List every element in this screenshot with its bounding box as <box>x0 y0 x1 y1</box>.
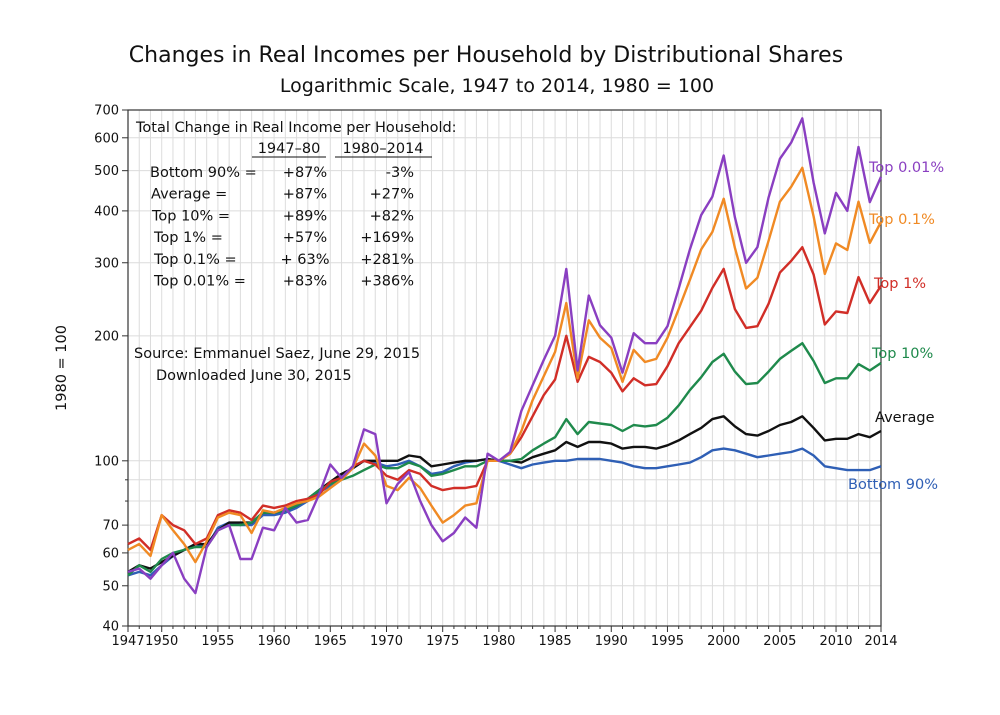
series-line-top-0-01 <box>127 117 883 595</box>
table-row-value-1947-80: +87% <box>283 165 327 181</box>
chart-subtitle: Logarithmic Scale, 1947 to 2014, 1980 = … <box>280 75 714 97</box>
series-label-bottom-90: Bottom 90% <box>848 477 938 493</box>
y-tick-label: 200 <box>94 329 119 344</box>
table-row-value-1980-2014: +386% <box>360 274 414 290</box>
series-line-top-0-1 <box>127 166 883 564</box>
x-tick-label: 2014 <box>864 634 897 649</box>
y-tick-label: 100 <box>94 454 119 469</box>
table-col1-header: 1947–80 <box>258 141 321 157</box>
table-row-label: Top 10% = <box>151 208 230 224</box>
x-tick-label: 1950 <box>145 634 178 649</box>
table-col2-header: 1980–2014 <box>342 141 423 157</box>
grid <box>128 109 881 626</box>
series-group <box>127 117 883 595</box>
table-row-value-1980-2014: +281% <box>360 252 414 268</box>
x-tick-label: 1975 <box>426 634 459 649</box>
x-tick-label: 1995 <box>651 634 684 649</box>
y-tick-label: 700 <box>94 104 119 119</box>
table-row-value-1947-80: +89% <box>283 208 327 224</box>
series-line-average <box>127 415 882 573</box>
x-tick-label: 2000 <box>707 634 740 649</box>
chart-title: Changes in Real Incomes per Household by… <box>129 43 843 68</box>
table-row-value-1947-80: + 63% <box>281 252 330 268</box>
table-row-value-1947-80: +87% <box>283 187 327 203</box>
series-label-top-10: Top 10% <box>871 346 933 362</box>
table-row-label: Top 0.01% = <box>153 274 246 290</box>
table-row-value-1980-2014: +82% <box>370 208 414 224</box>
series-label-average: Average <box>875 410 935 426</box>
x-tick-label: 1980 <box>482 634 515 649</box>
series-line-bottom-90 <box>127 447 882 577</box>
table-title: Total Change in Real Income per Househol… <box>135 120 457 136</box>
table-row-value-1947-80: +57% <box>283 230 327 246</box>
series-label-top-0-1: Top 0.1% <box>868 212 935 228</box>
source-line-1: Source: Emmanuel Saez, June 29, 2015 <box>134 346 420 362</box>
table-row-value-1980-2014: +169% <box>360 230 414 246</box>
x-tick-label: 1990 <box>595 634 628 649</box>
y-tick-label: 600 <box>94 131 119 146</box>
y-tick-label: 400 <box>94 204 119 219</box>
y-axis-label: 1980 = 100 <box>54 325 70 411</box>
y-tick-label: 70 <box>102 519 119 534</box>
summary-table: Total Change in Real Income per Househol… <box>134 120 457 384</box>
table-rows: Bottom 90% = +87% -3% Average = +87% +27% Top … <box>150 165 414 290</box>
series-labels: Bottom 90% Average Top 10% Top 1% Top 0.1% To… <box>848 160 944 493</box>
y-tick-label: 500 <box>94 164 119 179</box>
x-tick-label: 1985 <box>539 634 572 649</box>
y-tick-label: 50 <box>102 579 119 594</box>
series-label-top-0-01: Top 0.01% <box>868 160 944 176</box>
x-tick-label: 2005 <box>763 634 796 649</box>
axes: 1947 1950 1955 1960 1965 1970 1975 1980 1985 1990… <box>94 104 897 650</box>
table-row-label: Bottom 90% = <box>150 165 257 181</box>
table-row-value-1980-2014: -3% <box>386 165 414 181</box>
series-label-top-1: Top 1% <box>873 276 926 292</box>
series-line-top-10 <box>127 342 882 577</box>
table-row-value-1947-80: +83% <box>283 274 327 290</box>
x-tick-label: 1970 <box>370 634 403 649</box>
plot-frame <box>127 109 882 627</box>
series-line-top-1 <box>127 245 883 552</box>
x-tick-label: 1955 <box>201 634 234 649</box>
y-tick-label: 300 <box>94 256 119 271</box>
y-tick-label: 60 <box>102 546 119 561</box>
source-line-2: Downloaded June 30, 2015 <box>156 368 352 384</box>
table-row-label: Average = <box>151 187 227 203</box>
x-tick-label: 1965 <box>314 634 347 649</box>
x-tick-label: 2010 <box>819 634 852 649</box>
y-tick-label: 40 <box>102 620 119 635</box>
x-tick-label: 1947 <box>111 634 144 649</box>
table-row-label: Top 1% = <box>153 230 223 246</box>
x-tick-label: 1960 <box>258 634 291 649</box>
table-row-label: Top 0.1% = <box>153 252 237 268</box>
table-row-value-1980-2014: +27% <box>370 187 414 203</box>
